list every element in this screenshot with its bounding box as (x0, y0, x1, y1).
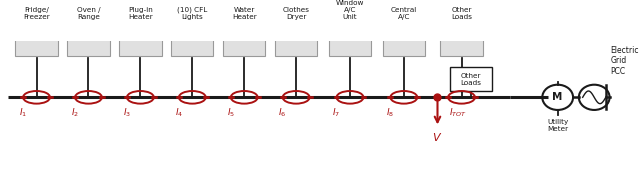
Bar (450, 67, 492, 91)
Bar (275, 22, 317, 56)
Text: Other
Loads: Other Loads (461, 73, 482, 86)
Text: $I_{1}$: $I_{1}$ (19, 107, 27, 119)
Text: $I_{7}$: $I_{7}$ (332, 107, 340, 119)
Text: $I_{TOT}$: $I_{TOT}$ (449, 107, 467, 119)
Text: $I_{5}$: $I_{5}$ (227, 107, 235, 119)
Bar (67, 22, 109, 56)
Text: Water
Heater: Water Heater (232, 7, 257, 20)
Bar (171, 22, 214, 56)
Text: Electric
Grid
PCC: Electric Grid PCC (611, 46, 639, 76)
Bar (440, 22, 483, 56)
Text: Other
Loads: Other Loads (451, 7, 472, 20)
Text: Fridge/
Freezer: Fridge/ Freezer (23, 7, 50, 20)
Text: Plug-in
Heater: Plug-in Heater (128, 7, 153, 20)
Text: $I_{3}$: $I_{3}$ (123, 107, 131, 119)
Text: $I_{6}$: $I_{6}$ (278, 107, 287, 119)
Text: Window
A/C
Unit: Window A/C Unit (336, 0, 364, 20)
Text: $I_{8}$: $I_{8}$ (387, 107, 394, 119)
Text: Central
A/C: Central A/C (390, 7, 417, 20)
Text: $V$: $V$ (433, 131, 443, 143)
Text: Oven /
Range: Oven / Range (77, 7, 100, 20)
Bar (329, 22, 371, 56)
Text: (10) CFL
Lights: (10) CFL Lights (177, 6, 207, 20)
Bar (119, 22, 161, 56)
Text: Utility
Meter: Utility Meter (547, 119, 568, 132)
Text: Clothes
Dryer: Clothes Dryer (283, 7, 310, 20)
Text: $I_{4}$: $I_{4}$ (175, 107, 183, 119)
Bar (383, 22, 425, 56)
Text: M: M (552, 92, 563, 102)
Bar (223, 22, 266, 56)
Bar (15, 22, 58, 56)
Text: $I_{2}$: $I_{2}$ (71, 107, 79, 119)
